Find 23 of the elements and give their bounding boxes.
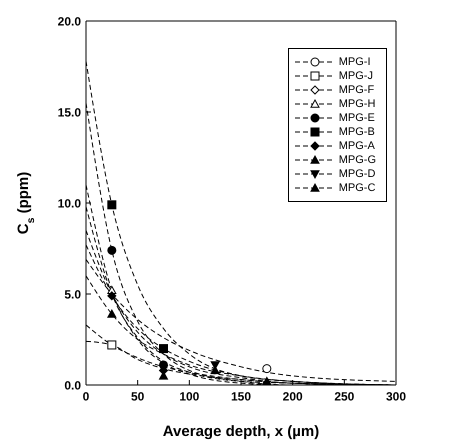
legend-label: MPG-C — [338, 182, 376, 194]
y-tick-label: 10.0 — [58, 196, 82, 210]
legend-label: MPG-B — [338, 126, 375, 138]
y-tick-label: 0.0 — [64, 378, 82, 392]
x-tick-label: 50 — [130, 390, 145, 404]
x-tick-label: 150 — [230, 390, 252, 404]
legend-label: MPG-D — [338, 168, 376, 180]
legend-label: MPG-H — [338, 98, 376, 110]
x-tick-label: 0 — [82, 390, 90, 404]
x-tick-label: 300 — [386, 390, 406, 404]
x-tick-label: 250 — [334, 390, 355, 404]
legend-label: MPG-A — [338, 140, 375, 152]
legend-label: MPG-G — [338, 154, 376, 166]
x-tick-label: 200 — [282, 390, 303, 404]
y-tick-label: 5.0 — [64, 287, 82, 302]
legend-label: MPG-F — [338, 84, 374, 96]
y-tick-label: 20.0 — [58, 14, 82, 28]
x-tick-label: 100 — [179, 390, 200, 404]
x-axis-title: Average depth, x (µm) — [162, 423, 320, 440]
legend-label: MPG-E — [338, 112, 375, 124]
legend-label: MPG-I — [338, 56, 370, 68]
y-tick-label: 15.0 — [58, 105, 82, 120]
legend-label: MPG-J — [338, 70, 373, 82]
